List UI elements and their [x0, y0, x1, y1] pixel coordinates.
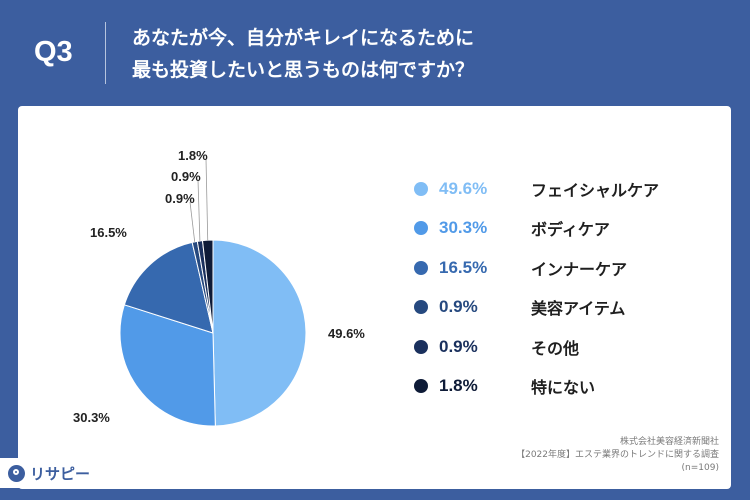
question-title-line-1: あなたが今、自分がキレイになるために: [132, 27, 475, 49]
slice-value-label: 0.9%: [165, 191, 195, 206]
legend-swatch: [414, 300, 428, 315]
header: Q3 あなたが今、自分がキレイになるために 最も投資したいと思うものは何ですか？: [0, 0, 750, 104]
legend-swatch: [414, 221, 428, 236]
legend-percent: 1.8%: [439, 376, 478, 396]
legend-item: 0.9% 美容アイテム: [414, 288, 659, 328]
legend-item: 30.3% ボディケア: [414, 209, 659, 249]
chart-card: 49.6% 30.3% 16.5% 0.9% 0.9% 1.8% 49.6% フェイシャルケ…: [18, 106, 731, 489]
slice-value-label: 0.9%: [171, 169, 201, 184]
legend-label: ボディケア: [531, 220, 610, 240]
legend-label: 特にない: [531, 378, 596, 398]
legend-swatch: [414, 181, 428, 196]
question-number: Q3: [34, 36, 73, 68]
legend-percent: 16.5%: [439, 257, 488, 277]
legend-label: フェイシャルケア: [531, 180, 660, 200]
legend-item: 1.8% 特にない: [414, 367, 659, 407]
legend-item: 49.6% フェイシャルケア: [414, 169, 659, 209]
question-title-line-2: 最も投資したいと思うものは何ですか？: [132, 59, 475, 81]
slice-value-label: 30.3%: [73, 410, 110, 425]
slice-value-label: 16.5%: [90, 225, 127, 240]
pie-slice: [212, 239, 307, 427]
leader-line: [197, 179, 201, 241]
legend-label: 美容アイテム: [531, 299, 626, 319]
legend-percent: 49.6%: [439, 178, 488, 198]
brand-badge: リサピー: [0, 458, 94, 488]
survey-title: 【2022年度】エステ業界のトレンドに関する調査: [516, 450, 719, 460]
source-company: 株式会社美容経済新聞社: [619, 437, 719, 447]
source-note: 株式会社美容経済新聞社 【2022年度】エステ業界のトレンドに関する調査 (n=…: [516, 436, 719, 475]
legend-item: 16.5% インナーケア: [414, 248, 659, 288]
slice-value-label: 1.8%: [178, 148, 208, 163]
header-divider: [105, 22, 106, 84]
slice-value-label: 49.6%: [328, 326, 365, 341]
legend-swatch: [414, 379, 428, 394]
chart-legend: 49.6% フェイシャルケア 30.3% ボディケア 16.5% インナーケア 0.9% 美容…: [414, 169, 659, 406]
pie-chart: 49.6% 30.3% 16.5% 0.9% 0.9% 1.8%: [73, 148, 365, 427]
legend-percent: 30.3%: [439, 218, 488, 238]
legend-label: その他: [531, 338, 580, 358]
legend-percent: 0.9%: [439, 297, 478, 317]
leader-line: [189, 201, 196, 242]
leader-line: [205, 158, 209, 241]
sample-size: (n=109): [681, 463, 719, 473]
legend-label: インナーケア: [531, 259, 628, 279]
brand-name: リサピー: [30, 464, 91, 483]
legend-item: 0.9% その他: [414, 327, 659, 367]
legend-swatch: [414, 339, 428, 354]
legend-percent: 0.9%: [439, 336, 478, 356]
question-title: あなたが今、自分がキレイになるために 最も投資したいと思うものは何ですか？: [132, 22, 474, 86]
pie-slice: [123, 241, 214, 334]
legend-swatch: [414, 260, 428, 275]
pie-slice: [119, 304, 216, 427]
brand-logo-icon: [8, 464, 25, 482]
